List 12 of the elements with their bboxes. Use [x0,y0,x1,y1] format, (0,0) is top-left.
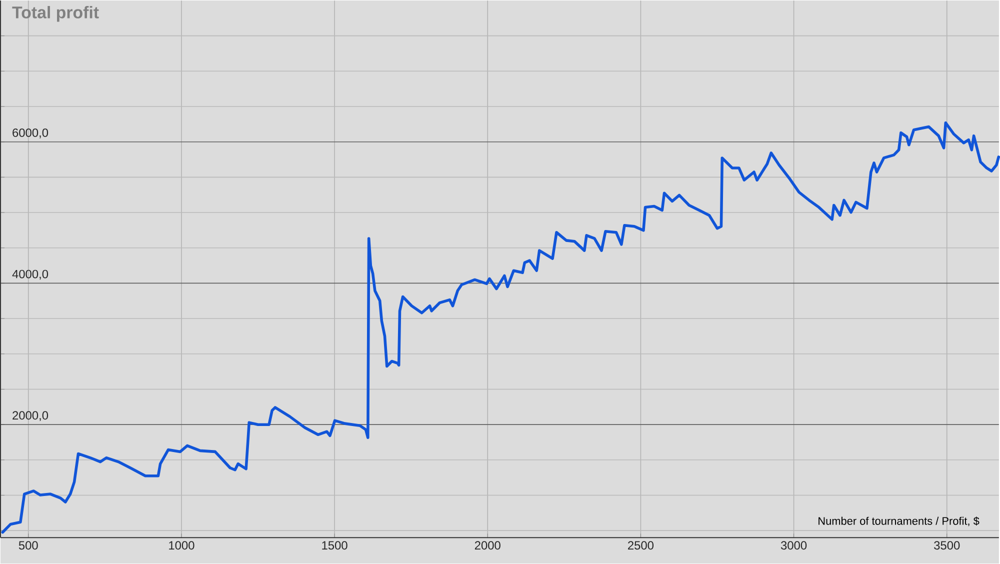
y-tick-label: 6000,0 [12,128,48,139]
x-tick-label: 3500 [934,541,960,550]
x-tick-label: 3000 [780,541,807,550]
chart-title: Total profit [12,6,99,22]
x-tick-label: 1500 [322,541,348,550]
x-tick-label: 2000 [474,541,500,550]
x-tick-label: 2500 [628,541,654,550]
x-tick-label: 500 [18,541,38,550]
y-tick-label: 4000,0 [12,270,48,280]
y-tick-label: 2000,0 [12,411,48,422]
x-axis-title: Number of tournaments / Profit, $ [818,516,980,526]
x-tick-label: 1000 [169,541,194,550]
